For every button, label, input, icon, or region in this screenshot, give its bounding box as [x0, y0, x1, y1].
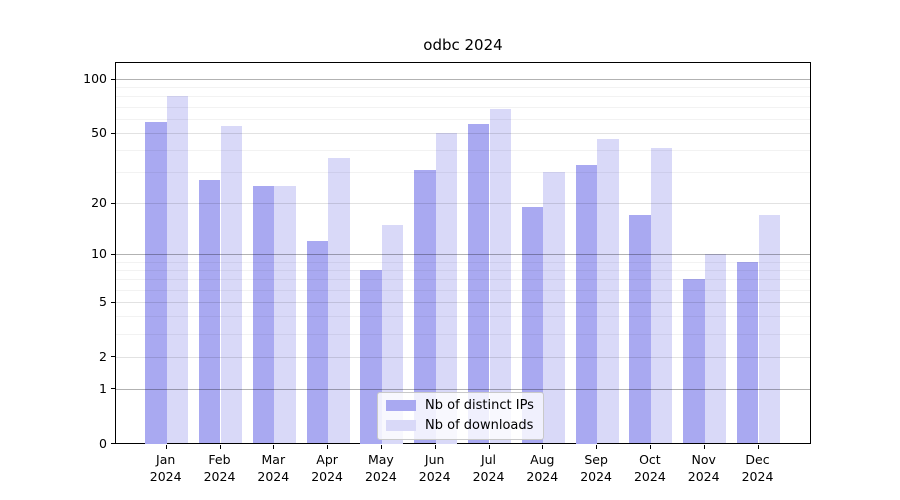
bar-apr-distinct-ips — [306, 240, 329, 444]
bar-jan-downloads — [166, 96, 189, 444]
x-tick-year: 2024 — [203, 469, 236, 484]
x-tick-year: 2024 — [149, 469, 182, 484]
x-tick-month: Sep — [584, 452, 608, 467]
bar-jun-distinct-ips — [414, 169, 436, 444]
x-tick-label-aug: Aug 2024 — [514, 451, 570, 485]
y-tick — [111, 78, 115, 80]
bar-jul-downloads — [489, 109, 512, 444]
x-tick-year: 2024 — [633, 469, 666, 484]
bar-may-downloads — [381, 224, 404, 444]
x-tick-year: 2024 — [472, 469, 505, 484]
bar-dec-distinct-ips — [736, 261, 759, 444]
legend-label-downloads: Nb of downloads — [425, 418, 534, 433]
bar-nov-distinct-ips — [683, 279, 705, 444]
x-tick-label-dec: Dec 2024 — [730, 451, 786, 485]
y-tick-label: 2 — [99, 348, 107, 364]
x-tick-month: Jan — [156, 452, 176, 467]
bar-dec-downloads — [758, 215, 781, 444]
chart-title: odbc 2024 — [423, 36, 503, 54]
y-tick-label: 5 — [99, 294, 107, 309]
x-tick-label-may: May 2024 — [353, 451, 409, 485]
x-tick — [649, 444, 651, 449]
y-tick — [111, 301, 115, 303]
x-tick-label-feb: Feb 2024 — [192, 451, 248, 485]
x-tick-month: Oct — [639, 452, 661, 467]
x-tick-month: Jun — [424, 452, 445, 467]
x-tick — [703, 444, 705, 449]
y-tick — [111, 132, 115, 134]
bar-mar-downloads — [274, 186, 296, 444]
y-tick-label: 10 — [91, 246, 107, 262]
x-tick-label-oct: Oct 2024 — [622, 451, 678, 485]
legend-label-distinct-ips: Nb of distinct IPs — [425, 398, 534, 413]
x-tick-year: 2024 — [741, 469, 774, 484]
x-tick — [380, 444, 382, 449]
y-tick-label: 20 — [91, 195, 107, 210]
bar-sep-distinct-ips — [575, 165, 598, 444]
bar-jan-distinct-ips — [145, 121, 167, 444]
x-tick-label-mar: Mar 2024 — [245, 451, 301, 485]
bar-feb-distinct-ips — [198, 180, 221, 444]
y-tick — [111, 253, 115, 255]
bar-oct-downloads — [650, 148, 673, 444]
y-tick — [111, 443, 115, 444]
x-tick-label-jul: Jul 2024 — [461, 451, 517, 485]
bar-nov-downloads — [704, 254, 727, 444]
x-tick-label-nov: Nov 2024 — [676, 451, 732, 485]
bar-jun-downloads — [435, 133, 458, 444]
y-tick-label: 0 — [99, 435, 107, 451]
legend-swatch-distinct-ips-icon — [386, 400, 416, 411]
x-tick-label-apr: Apr 2024 — [299, 451, 355, 485]
bar-may-distinct-ips — [360, 270, 382, 444]
x-tick-label-jun: Jun 2024 — [407, 451, 463, 485]
x-tick-month: Nov — [691, 452, 716, 467]
bar-apr-downloads — [328, 158, 350, 444]
x-tick — [165, 444, 167, 449]
x-tick — [327, 444, 329, 449]
x-tick-month: Jul — [480, 452, 497, 467]
legend-item-downloads: Nb of downloads — [386, 418, 534, 433]
x-tick-year: 2024 — [418, 469, 451, 484]
bar-oct-distinct-ips — [629, 215, 651, 444]
y-tick-label: 100 — [83, 71, 107, 86]
x-tick-month: Feb — [208, 452, 231, 467]
bar-feb-downloads — [220, 125, 243, 444]
x-tick — [434, 444, 436, 449]
x-tick-month: Dec — [745, 452, 770, 467]
x-tick-label-sep: Sep 2024 — [568, 451, 624, 485]
x-tick-year: 2024 — [580, 469, 612, 484]
x-tick-year: 2024 — [311, 469, 343, 484]
y-tick — [111, 356, 115, 358]
x-tick — [273, 444, 275, 449]
legend-swatch-downloads-icon — [386, 420, 416, 431]
legend: Nb of distinct IPs Nb of downloads — [377, 392, 544, 440]
x-tick — [219, 444, 221, 449]
y-tick — [111, 202, 115, 204]
x-tick-year: 2024 — [687, 469, 720, 484]
x-tick-month: Mar — [261, 452, 286, 467]
bar-jul-distinct-ips — [467, 124, 490, 444]
x-tick — [757, 444, 759, 449]
x-tick-year: 2024 — [364, 469, 397, 484]
y-tick-label: 1 — [99, 380, 107, 396]
x-tick — [488, 444, 490, 449]
bar-aug-distinct-ips — [521, 206, 544, 444]
bar-mar-distinct-ips — [252, 186, 275, 444]
x-tick-label-jan: Jan 2024 — [138, 451, 194, 485]
y-tick-label: 50 — [91, 125, 107, 140]
plot-area — [115, 62, 811, 444]
x-tick — [596, 444, 598, 449]
x-tick-month: Aug — [530, 452, 555, 467]
y-tick — [111, 388, 115, 390]
bar-sep-downloads — [597, 139, 619, 444]
x-tick-month: May — [367, 452, 394, 467]
x-tick — [542, 444, 544, 449]
x-tick-year: 2024 — [257, 469, 290, 484]
bar-aug-downloads — [543, 172, 565, 444]
x-tick-month: Apr — [316, 452, 338, 467]
x-tick-year: 2024 — [526, 469, 559, 484]
legend-item-distinct-ips: Nb of distinct IPs — [386, 398, 534, 413]
